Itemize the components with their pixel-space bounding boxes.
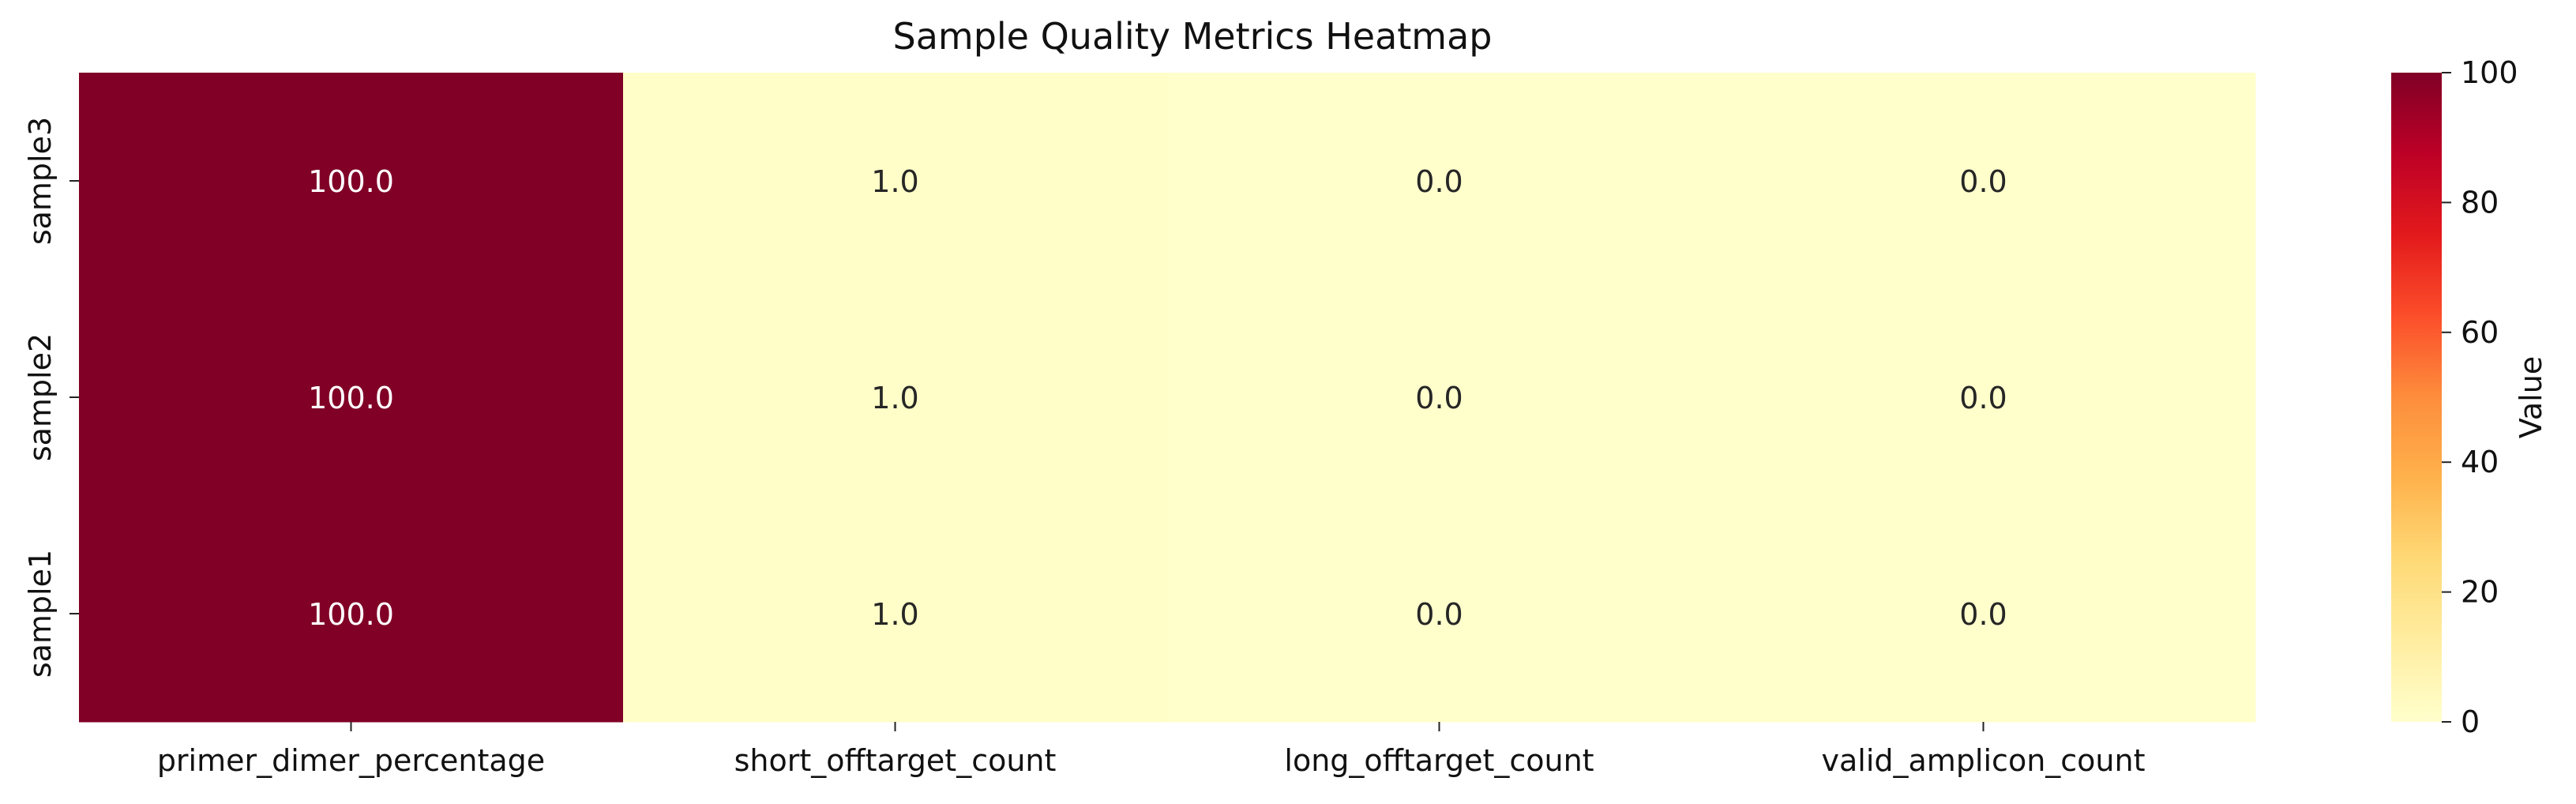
y-tick-label: sample3	[23, 117, 58, 245]
chart-title: Sample Quality Metrics Heatmap	[893, 15, 1493, 58]
cell-value-label: 1.0	[871, 381, 918, 415]
cell-value-label: 0.0	[1959, 381, 2007, 415]
colorbar-ticks: 0 20 40 60 80 100	[2442, 55, 2518, 739]
y-tick-label: sample1	[23, 550, 58, 678]
heatmap-cell	[1167, 505, 1712, 723]
cell-value-label: 100.0	[308, 597, 394, 632]
cell-value-label: 0.0	[1959, 164, 2007, 199]
heatmap-cell	[623, 289, 1168, 506]
colorbar-tick-label: 0	[2461, 704, 2480, 739]
cell-value-label: 0.0	[1415, 164, 1463, 199]
heatmap-cells	[79, 73, 2256, 723]
heatmap-cell	[623, 73, 1168, 290]
heatmap-cell	[1711, 505, 2256, 723]
heatmap-cell	[1711, 289, 2256, 506]
x-tick-label: primer_dimer_percentage	[157, 743, 545, 778]
cell-value-label: 0.0	[1415, 597, 1463, 632]
cell-value-label: 100.0	[308, 164, 394, 199]
x-tick-label: valid_amplicon_count	[1822, 743, 2146, 778]
cell-value-label: 0.0	[1959, 597, 2007, 632]
colorbar-tick-label: 60	[2461, 315, 2499, 350]
cell-value-label: 0.0	[1415, 381, 1463, 415]
cell-value-label: 1.0	[871, 597, 918, 632]
heatmap-cell	[79, 505, 624, 723]
colorbar-tick-label: 100	[2461, 55, 2518, 90]
colorbar-tick-label: 40	[2461, 445, 2499, 479]
cell-value-label: 1.0	[871, 164, 918, 199]
cell-value-label: 100.0	[308, 381, 394, 415]
colorbar-tick-label: 80	[2461, 185, 2499, 220]
colorbar: 0 20 40 60 80 100 Value	[2391, 55, 2548, 739]
colorbar-tick-label: 20	[2461, 575, 2499, 610]
heatmap-cell	[79, 73, 624, 290]
heatmap-cell	[79, 289, 624, 506]
x-tick-label: short_offtarget_count	[734, 743, 1057, 778]
heatmap-cell	[623, 505, 1168, 723]
cell-value-labels: 100.0 1.0 0.0 0.0 100.0 1.0 0.0 0.0 100.0 1.0 0.0 0…	[308, 164, 2007, 632]
heatmap-cell	[1167, 73, 1712, 290]
heatmap-cell	[1167, 289, 1712, 506]
x-tick-label: long_offtarget_count	[1284, 743, 1594, 778]
colorbar-gradient	[2391, 73, 2442, 722]
colorbar-label: Value	[2514, 356, 2548, 438]
heatmap-cell	[1711, 73, 2256, 290]
y-tick-label: sample2	[23, 333, 58, 461]
x-axis: primer_dimer_percentage short_offtarget_c…	[157, 722, 2146, 778]
y-axis: sample3 sample2 sample1	[23, 117, 79, 678]
